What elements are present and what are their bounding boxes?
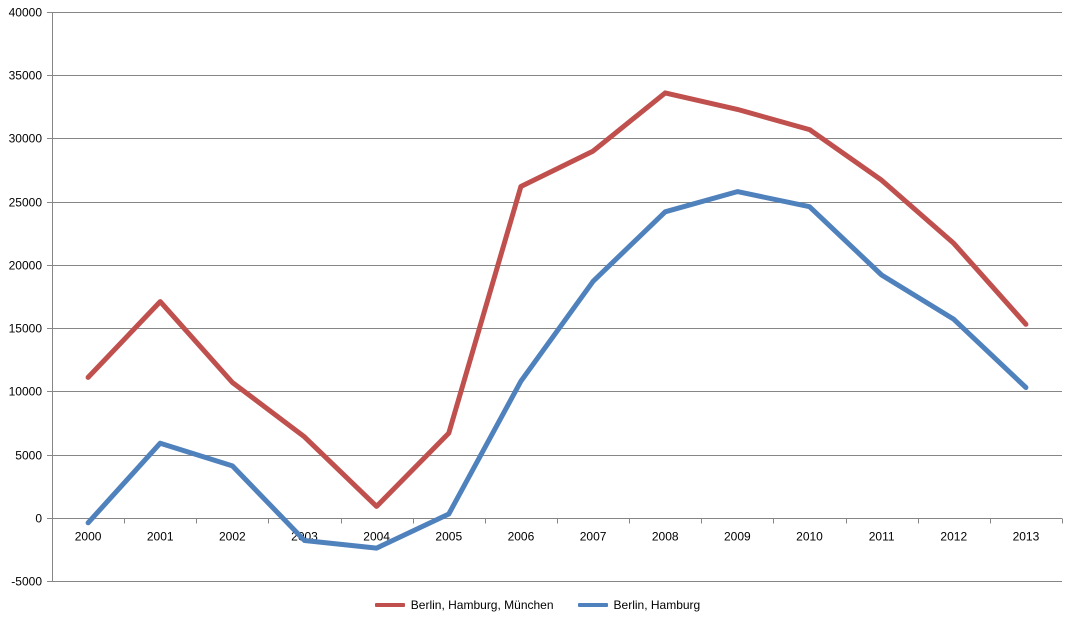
legend: Berlin, Hamburg, München Berlin, Hamburg [0, 598, 1075, 612]
legend-swatch-series-1 [374, 603, 405, 607]
x-tick-label: 2000 [75, 530, 102, 544]
y-tick-label: 10000 [9, 385, 43, 399]
y-tick-label: 35000 [9, 69, 43, 83]
x-tick-label: 2002 [219, 530, 246, 544]
x-tick-label: 2010 [796, 530, 823, 544]
x-tick-label: 2007 [580, 530, 607, 544]
y-tick-labels: -5000 0 5000 10000 15000 20000 25000 30000 35000… [9, 6, 43, 589]
y-tick-label: 20000 [9, 259, 43, 273]
series-line-2 [85, 189, 1029, 551]
x-tick-label: 2011 [869, 530, 895, 544]
x-tick-label: 2004 [363, 530, 390, 544]
axes [47, 12, 1063, 582]
legend-item-series-2: Berlin, Hamburg [577, 598, 701, 612]
x-tick-label: 2009 [724, 530, 751, 544]
x-tick-label: 2006 [508, 530, 535, 544]
y-tick-label: -5000 [11, 575, 42, 589]
x-tick-label: 2005 [435, 530, 462, 544]
series-line-1 [85, 90, 1029, 509]
legend-label-series-1: Berlin, Hamburg, München [410, 598, 554, 612]
legend-swatch-series-2 [577, 603, 608, 607]
series-lines [85, 90, 1029, 551]
legend-label-series-2: Berlin, Hamburg [613, 598, 701, 612]
y-tick-label: 25000 [9, 196, 43, 210]
x-tick-label: 2012 [940, 530, 967, 544]
y-tick-label: 15000 [9, 322, 43, 336]
y-tick-label: 0 [35, 512, 42, 526]
legend-item-series-1: Berlin, Hamburg, München [374, 598, 554, 612]
y-tick-label: 40000 [9, 6, 43, 20]
gridlines [52, 12, 1062, 582]
x-tick-label: 2013 [1013, 530, 1040, 544]
x-tick-labels: 2000 2001 2002 2003 2004 2005 2006 2007 2008 2009… [75, 530, 1040, 544]
x-tick-label: 2001 [147, 530, 174, 544]
y-tick-label: 30000 [9, 132, 43, 146]
x-tick-label: 2008 [652, 530, 679, 544]
y-tick-label: 5000 [15, 449, 42, 463]
